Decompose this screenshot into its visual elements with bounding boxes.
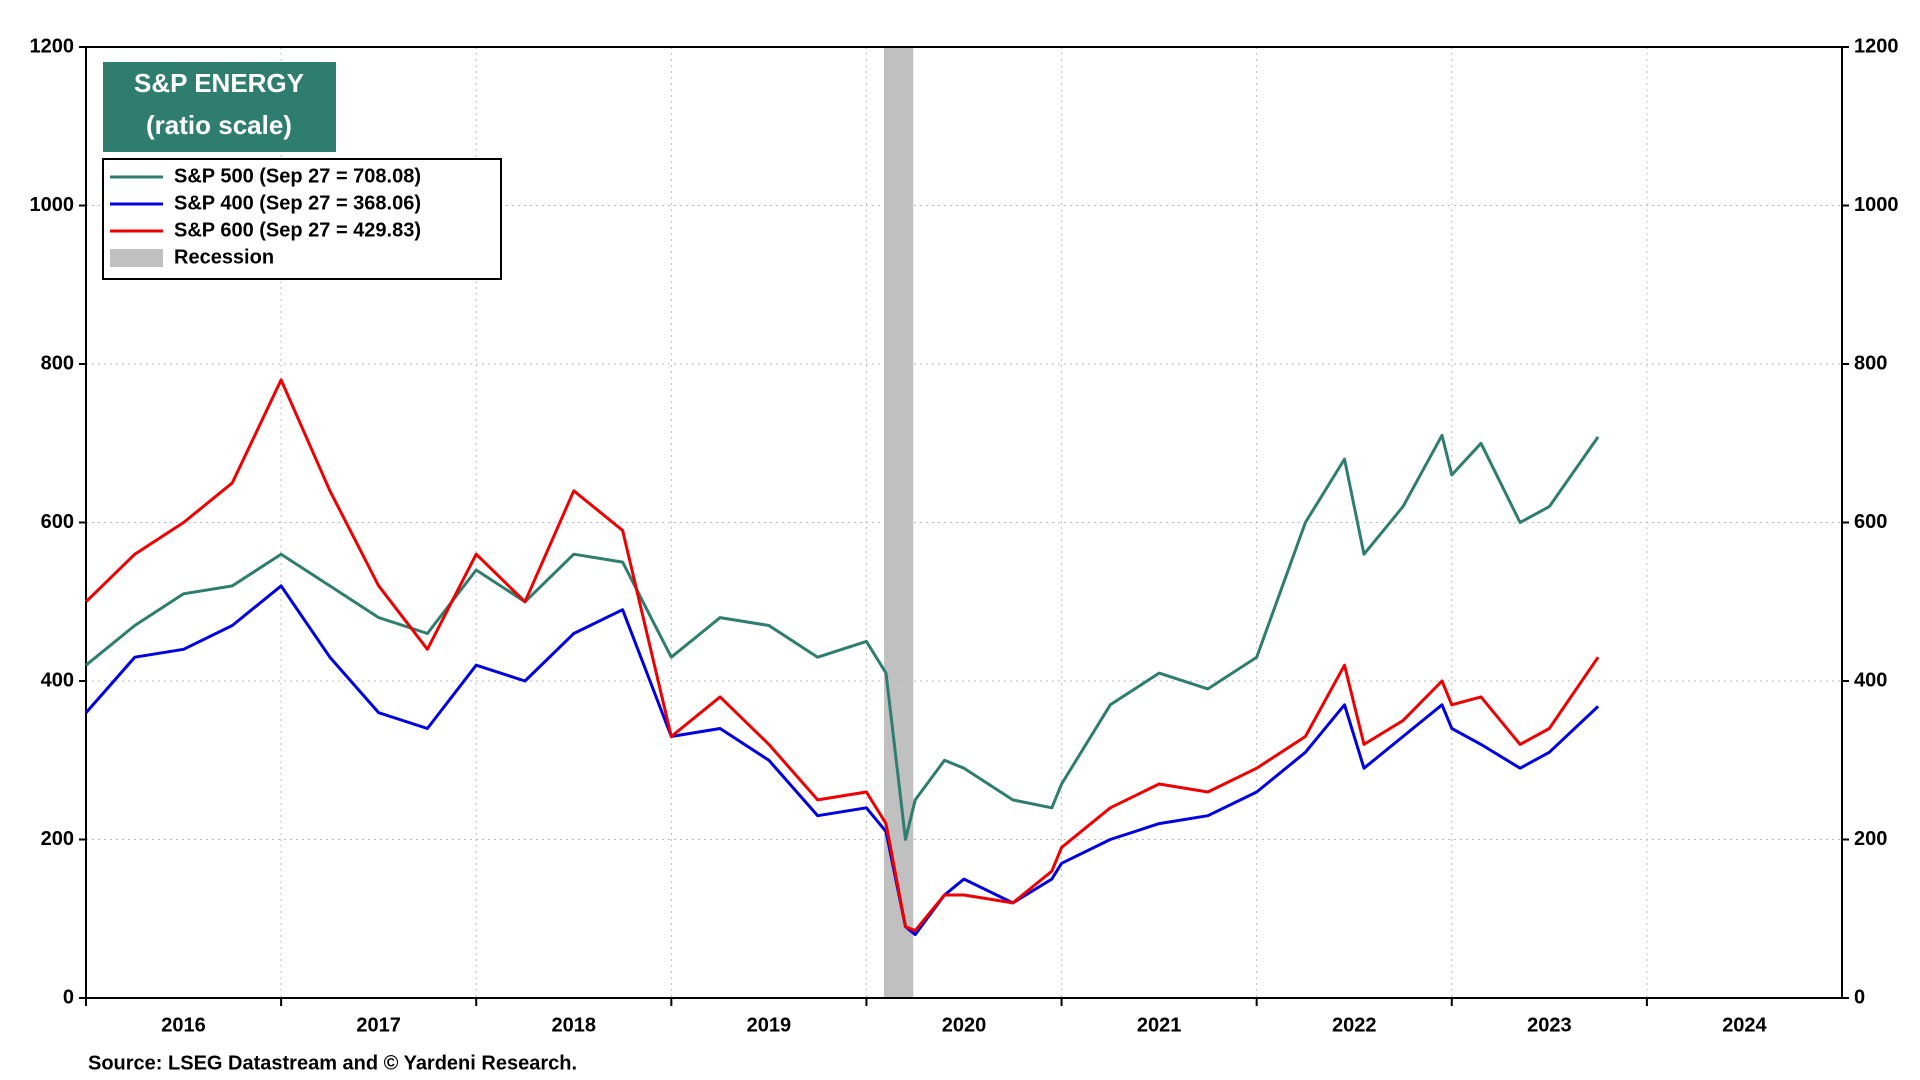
x-tick-label: 2019 — [747, 1014, 792, 1036]
chart-subtitle: (ratio scale) — [146, 110, 292, 140]
series-line — [84, 378, 1600, 933]
plot-frame — [85, 46, 1843, 999]
legend-label: S&P 400 (Sep 27 = 368.06) — [174, 192, 421, 214]
legend-swatch — [110, 249, 163, 267]
y-tick-label: 600 — [41, 511, 74, 533]
x-tick-label: 2017 — [356, 1014, 401, 1036]
y-tick-label: 800 — [41, 352, 74, 374]
source-note: Source: LSEG Datastream and © Yardeni Re… — [88, 1052, 577, 1074]
y2-tick-label: 800 — [1854, 352, 1887, 374]
series-line — [84, 584, 1600, 937]
x-tick-label: 2022 — [1332, 1014, 1377, 1036]
y-tick-label: 1000 — [30, 194, 75, 216]
y2-tick-label: 400 — [1854, 669, 1887, 691]
legend-label: S&P 500 (Sep 27 = 708.08) — [174, 165, 421, 187]
legend: S&P 500 (Sep 27 = 708.08) S&P 400 (Sep 27… — [102, 158, 502, 280]
x-tick-label: 2024 — [1722, 1014, 1767, 1036]
x-tick-label: 2018 — [552, 1014, 597, 1036]
title-box — [103, 62, 336, 152]
y2-tick-label: 0 — [1854, 986, 1865, 1008]
y-tick-label: 0 — [63, 986, 74, 1008]
y2-tick-label: 1000 — [1854, 194, 1899, 216]
legend-box — [102, 158, 502, 280]
x-tick-label: 2020 — [942, 1014, 987, 1036]
y-tick-label: 400 — [41, 669, 74, 691]
legend-label: Recession — [174, 246, 274, 268]
y-tick-label: 200 — [41, 828, 74, 850]
y2-tick-label: 1200 — [1854, 35, 1899, 57]
legend-label: S&P 600 (Sep 27 = 429.83) — [174, 219, 421, 241]
series-line — [85, 433, 1600, 841]
y2-tick-label: 200 — [1854, 828, 1887, 850]
y2-tick-label: 600 — [1854, 511, 1887, 533]
chart-title: S&P ENERGY — [134, 68, 304, 98]
x-tick-label: 2021 — [1137, 1014, 1182, 1036]
x-tick-label: 2016 — [161, 1014, 206, 1036]
y-tick-label: 1200 — [30, 35, 75, 57]
x-tick-label: 2023 — [1527, 1014, 1572, 1036]
